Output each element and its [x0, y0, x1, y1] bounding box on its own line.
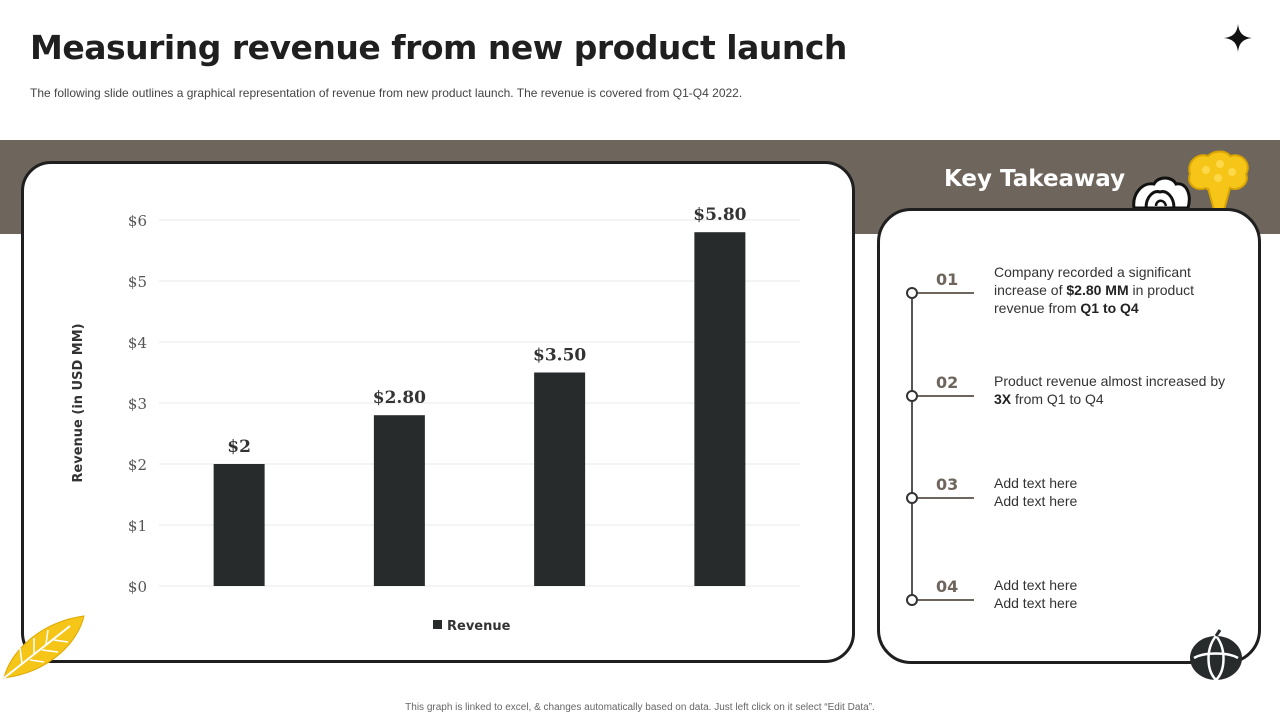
timeline-connector [918, 395, 974, 397]
bar [694, 232, 746, 586]
timeline-connector [918, 497, 974, 499]
y-tick-label: $0 [128, 578, 147, 596]
takeaway-text: Add text here Add text here [994, 474, 1234, 510]
bar [534, 372, 586, 586]
takeaway-number: 03 [936, 475, 959, 494]
takeaway-number: 02 [936, 373, 959, 392]
data-label: $5.80 [693, 205, 746, 225]
y-axis-label: Revenue (in USD MM) [71, 323, 86, 482]
page-subtitle: The following slide outlines a graphical… [30, 86, 743, 100]
data-label: $2.80 [373, 388, 426, 408]
takeaway-text: Add text here Add text here [994, 576, 1234, 612]
bar [213, 464, 265, 586]
takeaway-segment: Company recorded a significant increase … [994, 264, 1191, 298]
legend-label: Revenue [447, 619, 511, 634]
cabbage-icon [1132, 176, 1191, 210]
cauliflower-icon [1188, 150, 1249, 211]
page-title: Measuring revenue from new product launc… [30, 28, 847, 67]
takeaway-segment: Add text here [994, 577, 1078, 593]
y-tick-label: $6 [128, 212, 147, 230]
y-tick-label: $3 [128, 395, 147, 413]
takeaway-text: Company recorded a significant increase … [994, 263, 1234, 317]
timeline-connector [918, 292, 974, 294]
timeline-node [906, 390, 918, 402]
data-label: $2 [227, 437, 251, 457]
timeline-connector [918, 599, 974, 601]
sparkle-icon [1224, 24, 1252, 52]
takeaway-segment: Add text here [994, 595, 1078, 611]
bar [373, 415, 425, 586]
legend-swatch [433, 620, 442, 629]
takeaway-highlight: $2.80 MM [1066, 282, 1129, 298]
takeaway-text: Product revenue almost increased by 3X f… [994, 372, 1234, 408]
timeline-node [906, 492, 918, 504]
takeaway-number: 01 [936, 270, 959, 289]
takeaway-segment: Add text here [994, 493, 1078, 509]
y-tick-label: $5 [128, 273, 147, 291]
y-tick-label: $1 [128, 517, 147, 535]
takeaway-segment: in product revenue from [994, 282, 1194, 316]
takeaway-segment: Add text here [994, 475, 1078, 491]
revenue-bar-chart: $0 $1 $2 $3 $4 $5 $6 $2 $2.80 $3.50 $5.80 Revenue (… [71, 205, 800, 634]
timeline-node [906, 287, 918, 299]
seed-icon [1190, 629, 1242, 681]
takeaway-segment: from Q1 to Q4 [1011, 391, 1104, 407]
y-tick-label: $4 [128, 334, 147, 352]
takeaway-segment: Product revenue almost increased by [994, 373, 1226, 389]
footer-note: This graph is linked to excel, & changes… [405, 702, 875, 713]
timeline-line [911, 292, 913, 600]
takeaway-number: 04 [936, 577, 959, 596]
takeaway-highlight: Q1 to Q4 [1080, 300, 1139, 316]
leaf-icon [3, 615, 85, 679]
key-takeaway-title: Key Takeaway [944, 166, 1126, 192]
takeaway-highlight: 3X [994, 391, 1012, 407]
timeline-node [906, 594, 918, 606]
key-takeaway-card [877, 208, 1261, 664]
data-label: $3.50 [533, 346, 586, 366]
chart-card: $0 $1 $2 $3 $4 $5 $6 $2 $2.80 $3.50 $5.80 Revenue (… [21, 161, 855, 663]
y-tick-label: $2 [128, 456, 147, 474]
